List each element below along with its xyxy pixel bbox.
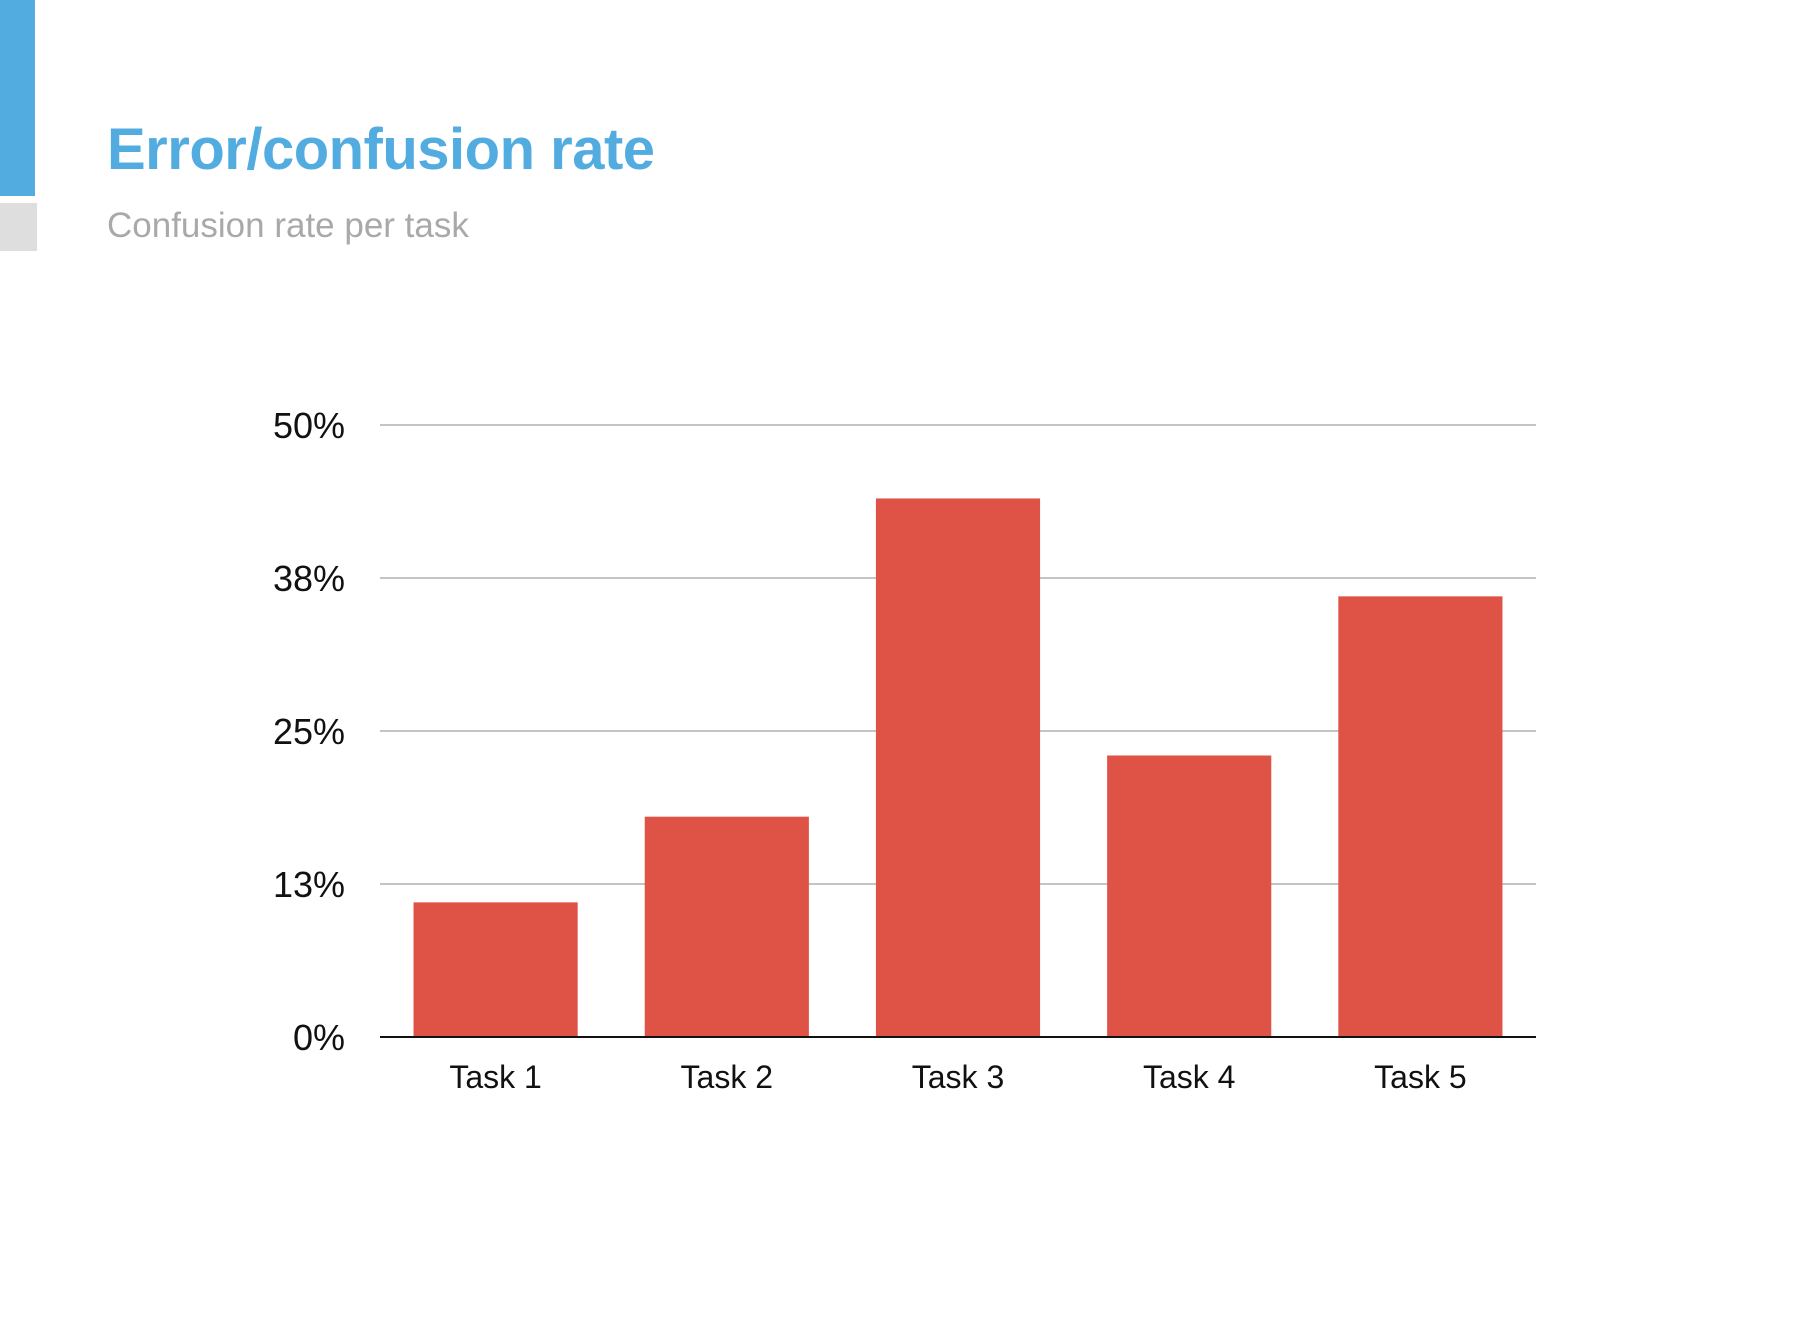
bar-task-4 (1107, 755, 1272, 1037)
y-tick-label: 50% (273, 405, 345, 446)
accent-bar-secondary (0, 203, 37, 251)
bars (413, 498, 1503, 1037)
y-tick-label: 25% (273, 711, 345, 752)
y-tick-label: 13% (273, 864, 345, 905)
page-subtitle: Confusion rate per task (107, 206, 469, 245)
bar-task-5 (1338, 596, 1503, 1037)
bar-task-1 (413, 902, 578, 1037)
x-tick-label: Task 2 (681, 1059, 773, 1095)
x-tick-label: Task 3 (912, 1059, 1004, 1095)
y-tick-label: 0% (293, 1017, 345, 1058)
page-title: Error/confusion rate (107, 117, 655, 182)
accent-bar (0, 0, 35, 196)
bar-task-2 (644, 816, 809, 1037)
x-tick-label: Task 5 (1374, 1059, 1466, 1095)
x-tick-label: Task 1 (449, 1059, 541, 1095)
labels: 0% 13% 25% 38% 50% Task 1 Task 2 Task 3 Task 4 Ta… (273, 405, 1467, 1095)
y-tick-label: 38% (273, 558, 345, 599)
bar-task-3 (875, 498, 1041, 1037)
x-tick-label: Task 4 (1143, 1059, 1235, 1095)
